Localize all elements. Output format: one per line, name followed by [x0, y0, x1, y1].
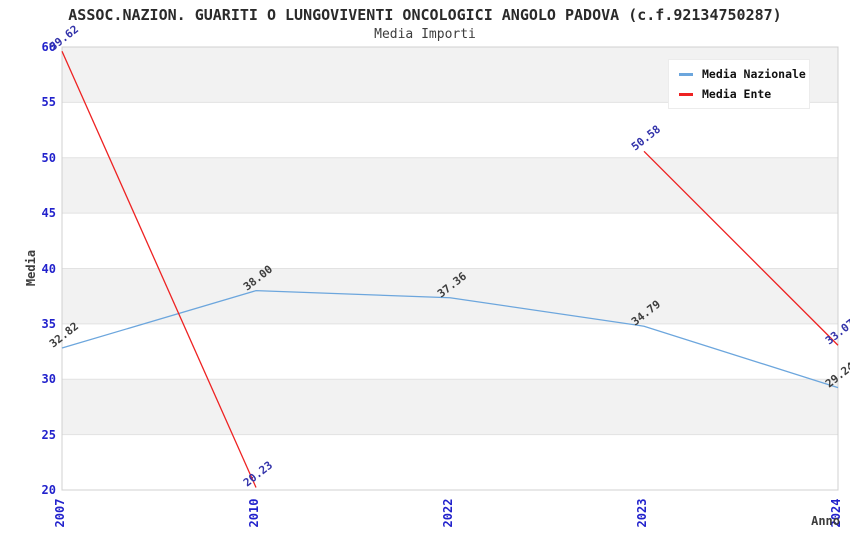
shaded-band: [62, 379, 838, 435]
x-tick: 2022: [441, 498, 455, 528]
legend-item: Media Ente: [679, 87, 799, 101]
x-tick: 2010: [247, 498, 261, 528]
y-tick: 55: [41, 95, 56, 110]
shaded-band: [62, 268, 838, 324]
series-line-media-nazionale: [61, 289, 839, 389]
y-tick: 60: [41, 40, 56, 54]
shaded-band: [62, 157, 838, 214]
chart-title: ASSOC.NAZION. GUARITI O LUNGOVIVENTI ONC…: [68, 6, 782, 24]
y-tick: 35: [41, 316, 56, 331]
x-tick: 2007: [53, 498, 67, 528]
x-tick: 2023: [635, 498, 649, 528]
legend: Media Nazionale Media Ente: [668, 59, 810, 109]
x-axis-label: Anno: [811, 514, 840, 528]
legend-item: Media Nazionale: [679, 67, 806, 81]
y-tick: 30: [41, 372, 56, 387]
y-tick: 20: [41, 483, 56, 497]
legend-label: Media Ente: [702, 87, 772, 101]
y-tick: 45: [41, 206, 56, 221]
legend-swatch-icon: [679, 92, 693, 96]
chart-subtitle: Media Importi: [374, 27, 476, 42]
series-line-media-ente: [61, 50, 257, 488]
legend-label: Media Nazionale: [702, 67, 806, 81]
series-line-media-ente: [643, 150, 839, 346]
y-tick: 50: [41, 150, 56, 165]
plot-border: [61, 46, 839, 491]
legend-swatch-icon: [679, 72, 693, 76]
y-tick: 25: [41, 427, 56, 442]
y-tick: 40: [41, 261, 56, 276]
